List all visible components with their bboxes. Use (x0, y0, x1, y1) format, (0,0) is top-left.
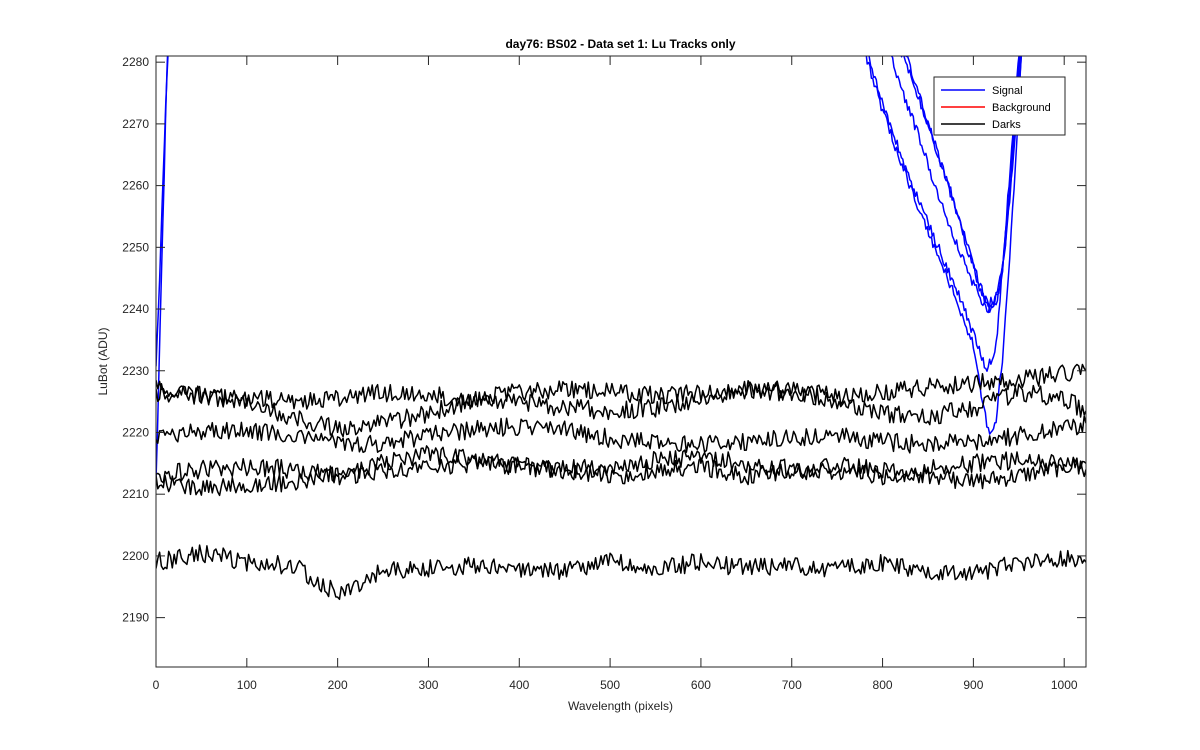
x-tick-label: 600 (691, 678, 711, 692)
legend-label-darks: Darks (992, 119, 1021, 131)
y-tick-label: 2260 (122, 179, 149, 193)
y-tick-label: 2220 (122, 425, 149, 439)
signal-series-line-2 (865, 56, 1022, 435)
legend: Signal Background Darks (933, 76, 1066, 136)
y-tick-label: 2230 (122, 364, 149, 378)
x-tick-label: 500 (600, 678, 620, 692)
signal-series-line-4 (890, 56, 1021, 314)
darks-series-line-8 (156, 379, 1086, 438)
x-tick-label: 100 (237, 678, 257, 692)
x-tick-label: 1000 (1051, 678, 1078, 692)
signal-series-line-6 (905, 56, 1023, 314)
y-tick-label: 2280 (122, 55, 149, 69)
darks-series-line-12 (156, 544, 1086, 601)
x-tick-label: 200 (328, 678, 348, 692)
x-tick-label: 0 (153, 678, 160, 692)
x-tick-label: 700 (782, 678, 802, 692)
y-tick-label: 2240 (122, 302, 149, 316)
chart-title: day76: BS02 - Data set 1: Lu Tracks only (505, 37, 735, 51)
darks-series-line-9 (156, 415, 1086, 454)
plot-area-box (155, 55, 1087, 668)
y-tick-label: 2200 (122, 549, 149, 563)
series-layer (156, 56, 1086, 601)
axes-layer: 0 100 200 300 400 500 600 700 800 900 1000 2190 2200… (122, 55, 1087, 692)
x-tick-label: 800 (873, 678, 893, 692)
y-tick-label: 2250 (122, 240, 149, 254)
legend-label-background: Background (992, 102, 1051, 114)
y-tick-label: 2270 (122, 117, 149, 131)
y-tick-label: 2210 (122, 487, 149, 501)
x-axis-label: Wavelength (pixels) (568, 699, 673, 713)
darks-series-line-7 (156, 363, 1086, 410)
legend-label-signal: Signal (992, 85, 1023, 97)
y-axis-label: LuBot (ADU) (96, 327, 110, 395)
signal-series-line-3 (868, 56, 1020, 372)
legend-box (933, 76, 1066, 136)
signal-series-line-1 (156, 56, 169, 367)
darks-series-line-10 (156, 453, 1086, 490)
darks-series-line-11 (156, 445, 1086, 497)
x-tick-label: 900 (963, 678, 983, 692)
x-tick-label: 400 (509, 678, 529, 692)
y-tick-label: 2190 (122, 611, 149, 625)
x-tick-label: 300 (418, 678, 438, 692)
